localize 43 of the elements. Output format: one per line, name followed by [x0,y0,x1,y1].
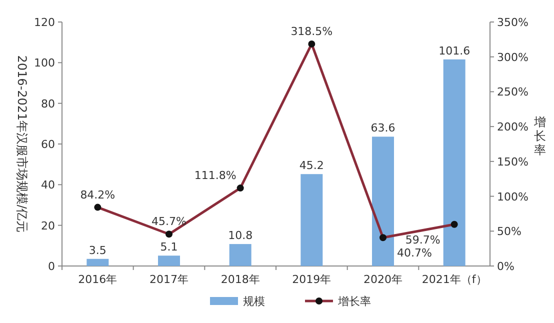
y-tick-label: 0 [48,260,55,273]
data-label: 111.8% [194,169,236,182]
y-tick-label: 20 [41,219,55,232]
x-tick-label: 2020年 [364,273,402,286]
data-label: 45.7% [152,215,186,228]
bar [158,256,180,266]
bar [372,136,394,266]
data-label: 5.1 [160,240,178,254]
y-tick-label: 120 [34,16,55,29]
data-label: 40.7% [397,246,432,260]
data-label: 59.7% [405,233,440,246]
data-label: 3.5 [88,244,106,257]
x-tick-label: 2019年 [292,273,332,286]
y-tick-label: 100 [34,56,55,70]
bar [229,244,252,266]
legend-label: 规模 [243,295,265,308]
y2-tick-label: 150% [497,155,528,168]
x-tick-label: 2018年 [220,273,260,286]
y2-tick-label: 100% [497,190,528,204]
y2-tick-label: 0% [497,260,514,273]
data-label: 84.2% [80,188,116,202]
x-tick-label: 2021年（f） [422,273,487,286]
data-label: 318.5% [290,24,333,38]
bar [86,258,109,266]
y2-tick-label: 300% [497,50,528,64]
x-tick-label: 2017年 [150,273,188,286]
data-label: 101.6 [438,44,470,58]
data-label: 45.2 [299,159,324,172]
y-tick-label: 40 [41,178,55,192]
bar [300,174,323,266]
data-label: 63.6 [370,122,396,135]
bar [443,59,466,266]
data-label: 10.8 [228,229,253,242]
y-axis-title: 2016-2021年汉服市场规模/亿元 [15,55,29,233]
y2-tick-label: 200% [497,120,528,134]
y2-tick-label: 50% [497,225,522,238]
y2-tick-label: 250% [497,86,528,99]
y2-axis-title: 增长率 [533,115,546,157]
y-tick-label: 60 [41,138,55,151]
y2-tick-label: 350% [497,16,528,29]
legend-label: 增长率 [337,295,371,308]
y-tick-label: 80 [41,97,55,110]
x-tick-label: 2016年 [78,273,118,286]
